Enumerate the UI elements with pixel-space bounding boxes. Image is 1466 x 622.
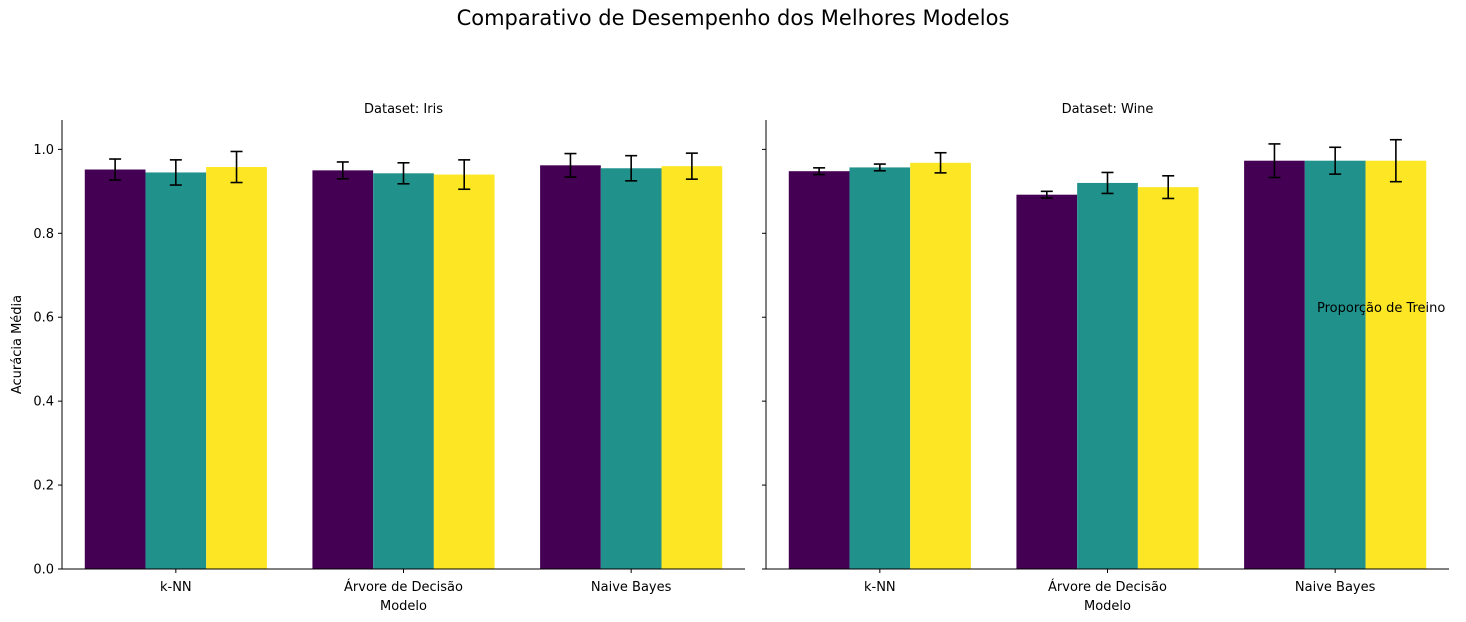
x-tick-label: k-NN (160, 580, 192, 595)
x-tick-label: Naive Bayes (1295, 580, 1376, 595)
y-tick-label: 0.4 (33, 395, 54, 410)
bar (312, 170, 374, 569)
bar (1077, 182, 1138, 570)
bar (1137, 187, 1199, 569)
y-tick-label: 0.6 (33, 311, 54, 326)
y-tick-label: 1.0 (33, 143, 54, 158)
y-tick-label: 0.0 (33, 563, 54, 578)
y-tick-label: 0.2 (33, 479, 54, 494)
bar (849, 167, 911, 569)
bar (373, 173, 434, 569)
bar (1016, 194, 1078, 569)
x-tick-label: Naive Bayes (591, 580, 672, 595)
x-tick-label: k-NN (864, 580, 896, 595)
panel-title: Dataset: Iris (364, 102, 443, 117)
bar (1365, 160, 1427, 569)
legend-title: Proporção de Treino (1317, 301, 1445, 316)
bar (84, 169, 146, 570)
y-axis-label: Acurácia Média (10, 295, 25, 394)
bar (433, 174, 495, 570)
bar (661, 166, 723, 569)
figure-title: Comparativo de Desempenho dos Melhores M… (456, 6, 1010, 30)
bar (910, 162, 971, 569)
y-tick-label: 0.8 (33, 227, 54, 242)
bar (540, 165, 601, 569)
x-axis-label: Modelo (380, 599, 427, 614)
bar (1244, 160, 1305, 569)
bar (145, 172, 207, 569)
panel-title: Dataset: Wine (1062, 102, 1154, 117)
panel-wine: k-NN Árvore de Decisão Naive Bayes Dataset:… (762, 102, 1449, 614)
bar (788, 171, 850, 569)
panel-iris: 0.0 0.2 0.4 0.6 0.8 1.0 k-NN Árvore de Decisão N… (10, 102, 745, 614)
x-tick-label: Árvore de Decisão (1048, 579, 1167, 595)
bar (206, 166, 267, 569)
bar (1304, 160, 1366, 569)
x-tick-label: Árvore de Decisão (344, 579, 463, 595)
x-axis-label: Modelo (1084, 599, 1131, 614)
bar (600, 168, 662, 569)
